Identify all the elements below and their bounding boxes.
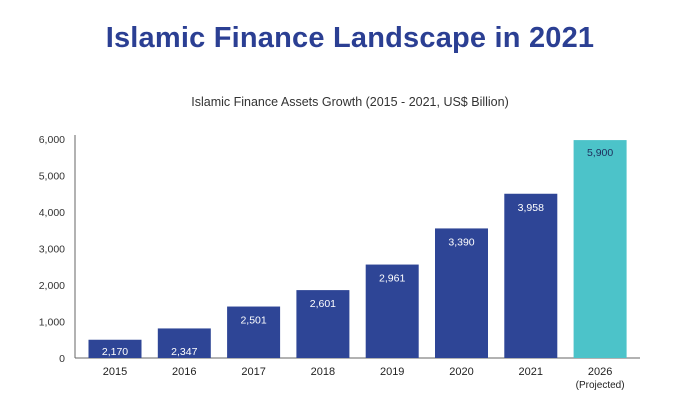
x-tick-label: 2019 [380,366,404,378]
data-label: 5,900 [587,147,613,159]
y-tick-label: 6,000 [39,134,65,146]
bar [88,339,142,358]
bar [365,264,419,358]
page-title: Islamic Finance Landscape in 2021 [105,22,595,54]
x-tick-sublabel: (Projected) [576,380,625,391]
data-label: 2,601 [310,298,336,310]
bar [296,290,350,358]
chart-title: Islamic Finance Assets Growth (2015 - 20… [191,95,509,109]
x-tick-label: 2015 [103,366,127,378]
x-tick-label: 2020 [449,366,473,378]
x-tick-label: 2017 [241,366,265,378]
data-label: 2,961 [379,273,405,285]
y-tick-label: 5,000 [39,171,65,183]
bar [504,193,558,358]
data-label: 3,958 [518,202,544,214]
data-label: 3,390 [448,236,474,248]
bar [435,228,488,358]
data-label: 2,347 [171,346,197,358]
x-tick-label: 2016 [172,366,196,378]
x-tick-label: 2021 [519,366,543,378]
y-tick-label: 2,000 [39,280,65,292]
y-tick-label: 0 [59,353,65,365]
y-tick-label: 4,000 [39,207,65,219]
bar [573,140,627,358]
x-tick-label: 2026 [588,366,612,378]
y-tick-label: 3,000 [39,244,65,256]
y-tick-label: 1,000 [39,317,65,329]
data-label: 2,170 [102,346,128,358]
x-tick-label: 2018 [311,366,335,378]
data-label: 2,501 [240,315,266,327]
bar [157,328,211,358]
bar [227,306,281,358]
